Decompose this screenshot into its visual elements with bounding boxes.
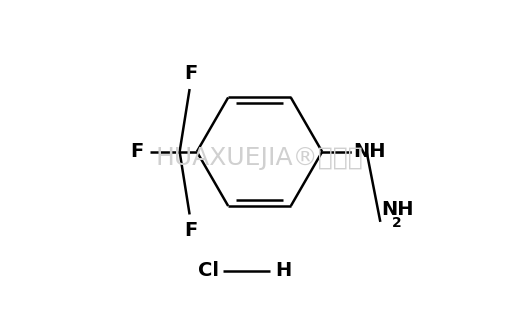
Text: NH: NH (353, 142, 386, 161)
Text: HUAXUEJIA®化学加: HUAXUEJIA®化学加 (156, 146, 363, 170)
Text: 2: 2 (392, 216, 401, 230)
Text: Cl: Cl (198, 261, 219, 280)
Text: F: F (130, 142, 144, 161)
Text: H: H (275, 261, 291, 280)
Text: F: F (184, 221, 197, 240)
Text: F: F (184, 64, 197, 83)
Text: NH: NH (381, 200, 414, 219)
